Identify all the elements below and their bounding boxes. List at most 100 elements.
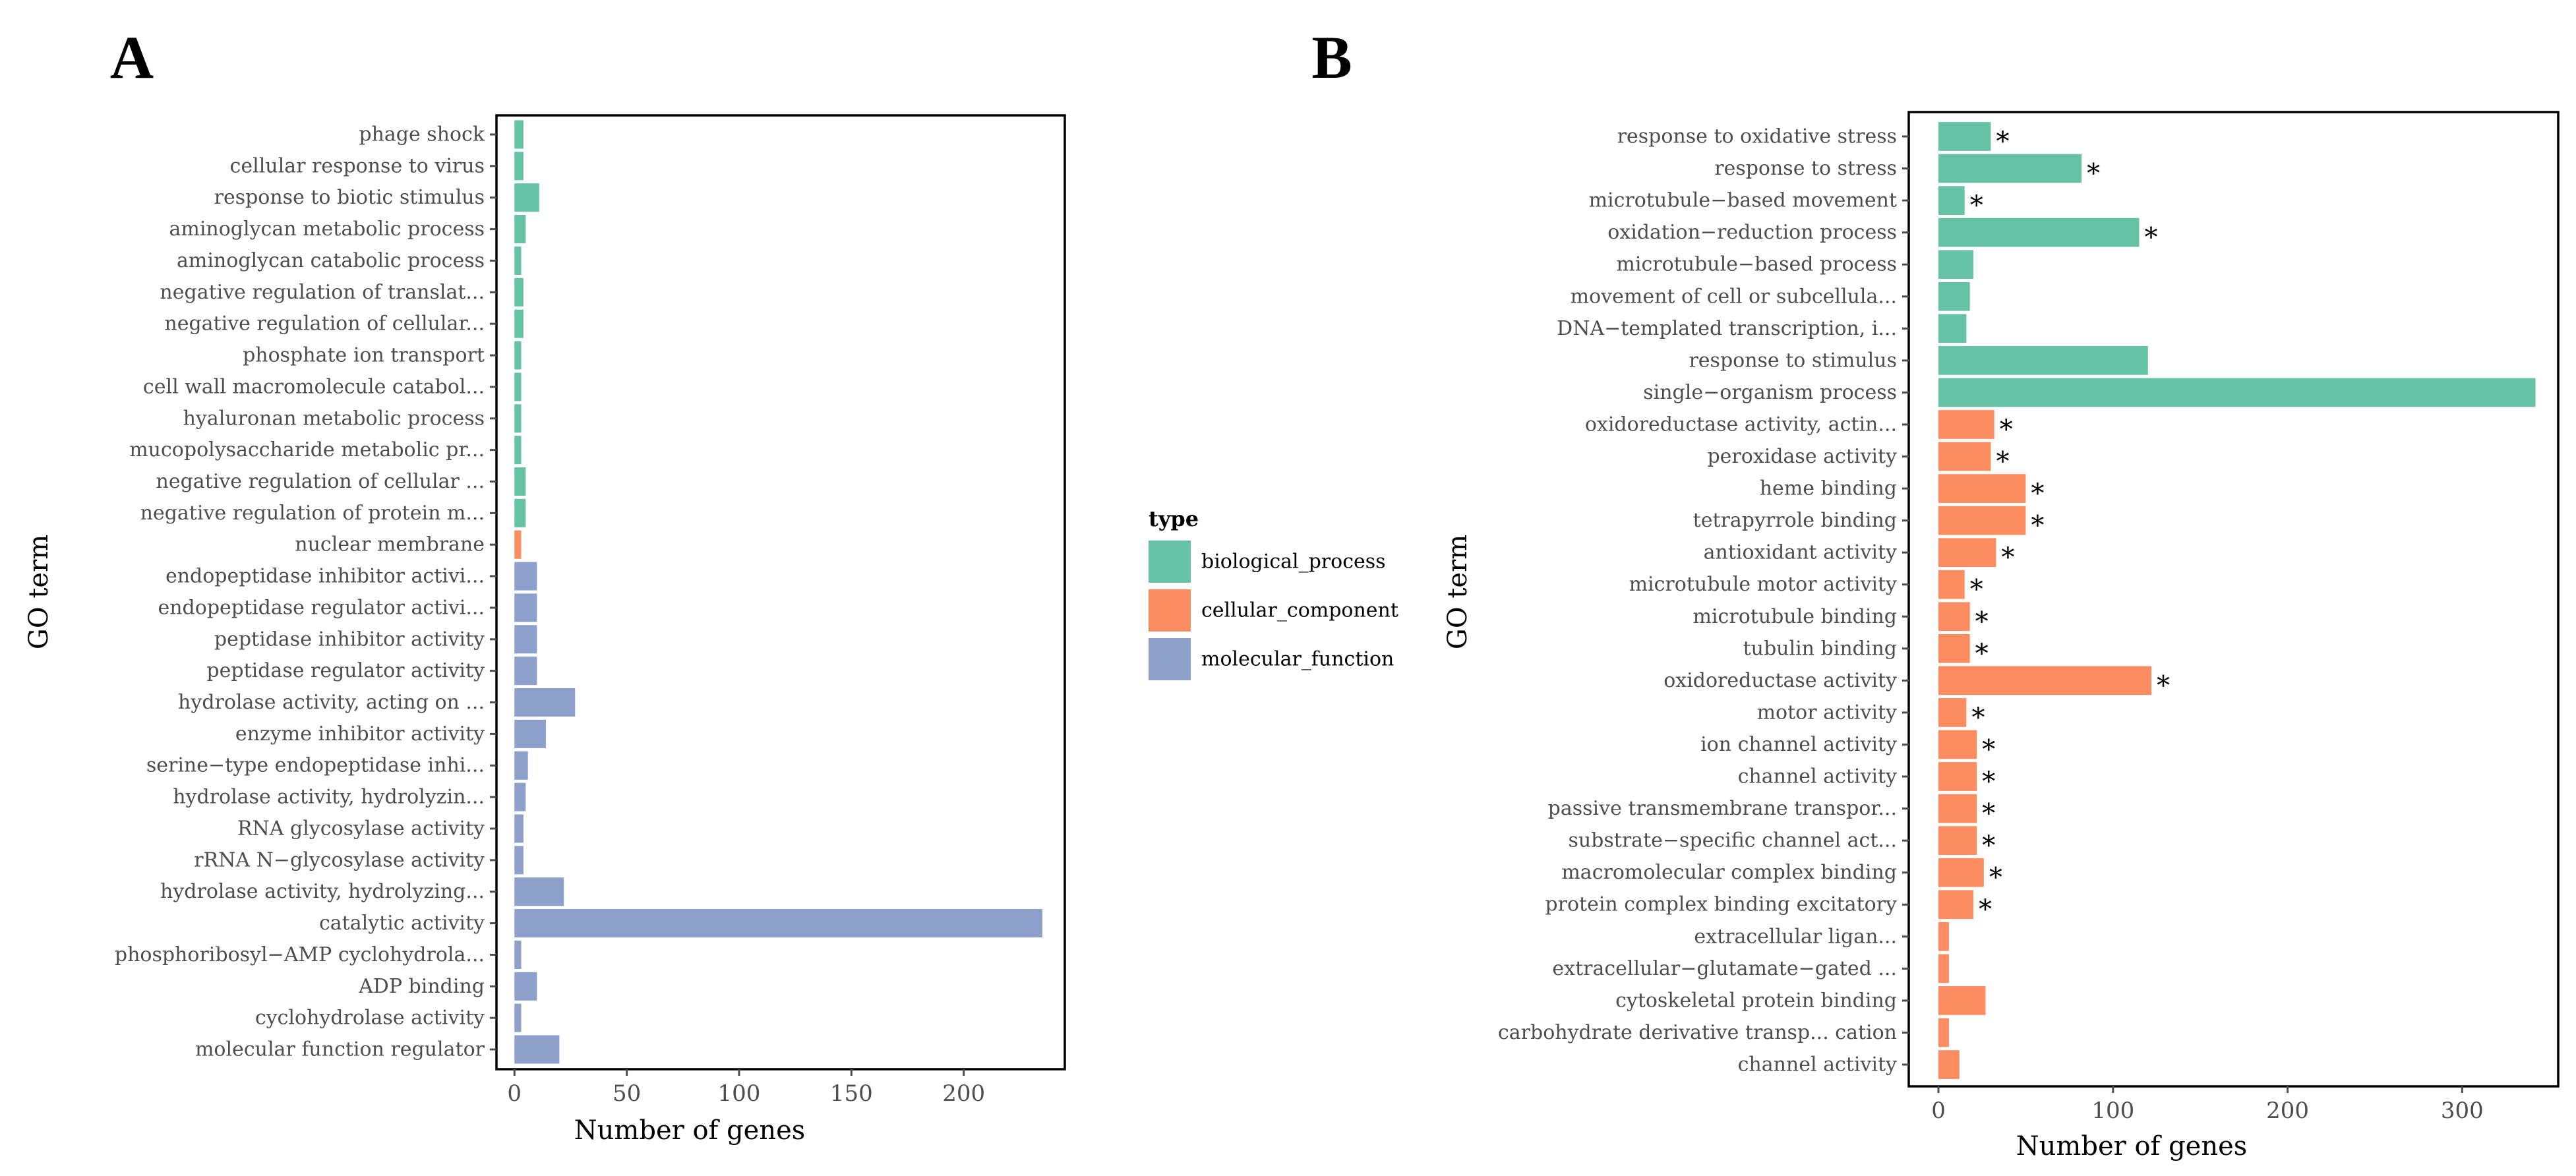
panel-b-bars bbox=[1938, 122, 2536, 1079]
b-bar-20 bbox=[1938, 730, 1977, 759]
b-bar-26 bbox=[1938, 922, 1949, 951]
panel-b-chart: ******************** response to oxidati… bbox=[1443, 111, 2560, 1161]
a-category-label-16: endopeptidase regulator activi... bbox=[158, 596, 485, 619]
b-star-10: * bbox=[2000, 415, 2013, 445]
legend-swatch-biological-process bbox=[1149, 541, 1191, 583]
a-x-tick-label-1: 0 bbox=[507, 1080, 522, 1107]
b-category-label-20: ion channel activity bbox=[1700, 733, 1897, 756]
b-category-label-26: extracellular ligan... bbox=[1694, 925, 1897, 948]
b-bar-8 bbox=[1938, 346, 2148, 375]
panel-b-y-axis-title: GO term bbox=[1443, 535, 1473, 649]
a-category-label-11: mucopolysaccharide metabolic pr... bbox=[129, 438, 485, 461]
b-category-label-16: microtubule binding bbox=[1693, 605, 1897, 628]
b-x-tick-label-3: 200 bbox=[2266, 1098, 2309, 1124]
a-bar-2 bbox=[514, 152, 524, 181]
panel-b-letter: B bbox=[1311, 24, 1352, 91]
a-x-tick-label-3: 100 bbox=[718, 1080, 761, 1107]
a-bar-1 bbox=[514, 120, 524, 149]
a-category-label-1: phage shock bbox=[359, 123, 485, 146]
b-category-label-29: carbohydrate derivative transp... cation bbox=[1498, 1021, 1897, 1044]
b-bar-22 bbox=[1938, 794, 1977, 823]
a-category-label-22: hydrolase activity, hydrolyzin... bbox=[173, 786, 485, 809]
a-bar-11 bbox=[514, 436, 522, 465]
b-star-13: * bbox=[2031, 511, 2044, 541]
b-bar-30 bbox=[1938, 1050, 1960, 1079]
a-bar-19 bbox=[514, 688, 576, 717]
a-category-label-25: hydrolase activity, hydrolyzing... bbox=[160, 880, 485, 903]
legend-swatch-cellular-component bbox=[1149, 589, 1191, 632]
b-star-1: * bbox=[1996, 127, 2009, 157]
b-bar-19 bbox=[1938, 698, 1967, 727]
b-category-label-25: protein complex binding excitatory bbox=[1545, 893, 1897, 916]
a-category-label-5: aminoglycan catabolic process bbox=[177, 249, 485, 272]
b-bar-21 bbox=[1938, 762, 1977, 791]
b-star-18: * bbox=[2157, 670, 2170, 701]
a-category-label-30: molecular function regulator bbox=[195, 1038, 485, 1061]
b-bar-24 bbox=[1938, 858, 1984, 887]
b-category-label-5: microtubule−based process bbox=[1616, 253, 1897, 276]
b-star-21: * bbox=[1982, 767, 1995, 797]
b-category-label-18: oxidoreductase activity bbox=[1663, 669, 1897, 692]
b-star-23: * bbox=[1982, 831, 1995, 861]
a-category-label-26: catalytic activity bbox=[319, 912, 485, 935]
b-bar-11 bbox=[1938, 442, 1991, 471]
panel-a-chart: phage shock cellular response to virus res… bbox=[24, 114, 1066, 1146]
b-bar-23 bbox=[1938, 826, 1977, 855]
panel-b-x-ticks: 0 100 200 300 bbox=[1931, 1086, 2484, 1124]
b-star-22: * bbox=[1982, 799, 1995, 829]
a-bar-16 bbox=[514, 593, 537, 622]
a-x-tick-label-5: 200 bbox=[942, 1080, 985, 1107]
b-category-label-7: DNA−templated transcription, i... bbox=[1557, 317, 1897, 340]
a-category-label-9: cell wall macromolecule catabol... bbox=[143, 375, 485, 398]
a-category-label-14: nuclear membrane bbox=[295, 533, 485, 556]
a-bar-28 bbox=[514, 972, 537, 1001]
a-bar-23 bbox=[514, 814, 524, 843]
b-category-label-30: channel activity bbox=[1738, 1053, 1897, 1076]
panel-a-bars bbox=[514, 120, 1042, 1064]
panel-b-category-labels: response to oxidative stress response to … bbox=[1498, 125, 1909, 1076]
b-x-tick-label-1: 0 bbox=[1931, 1098, 1946, 1124]
a-bar-3 bbox=[514, 183, 539, 212]
b-category-label-15: microtubule motor activity bbox=[1629, 573, 1897, 596]
legend-items: biological_process cellular_componentmole… bbox=[1149, 541, 1398, 680]
a-category-label-24: rRNA N−glycosylase activity bbox=[194, 848, 485, 871]
b-star-15: * bbox=[1970, 575, 1983, 605]
panel-a-y-axis-title: GO term bbox=[24, 535, 54, 649]
a-category-label-13: negative regulation of protein m... bbox=[140, 502, 485, 525]
a-bar-25 bbox=[514, 877, 564, 906]
b-star-4: * bbox=[2145, 223, 2158, 253]
a-bar-10 bbox=[514, 404, 522, 433]
panel-a-letter: A bbox=[110, 24, 154, 91]
a-bar-21 bbox=[514, 751, 528, 780]
b-bar-14 bbox=[1938, 538, 1996, 568]
a-x-tick-label-4: 150 bbox=[830, 1080, 873, 1107]
panel-a-x-axis-title: Number of genes bbox=[574, 1115, 806, 1146]
b-category-label-2: response to stress bbox=[1714, 157, 1897, 180]
b-category-label-3: microtubule−based movement bbox=[1589, 189, 1897, 212]
b-category-label-28: cytoskeletal protein binding bbox=[1615, 989, 1897, 1012]
b-bar-17 bbox=[1938, 633, 1970, 663]
a-bar-17 bbox=[514, 625, 537, 654]
b-star-25: * bbox=[1979, 895, 1992, 925]
b-category-label-13: tetrapyrrole binding bbox=[1693, 509, 1897, 532]
b-bar-13 bbox=[1938, 506, 2026, 535]
b-category-label-21: channel activity bbox=[1738, 765, 1897, 788]
b-bar-12 bbox=[1938, 474, 2026, 503]
b-bar-16 bbox=[1938, 602, 1970, 632]
a-bar-14 bbox=[514, 530, 522, 559]
b-category-label-6: movement of cell or subcellula... bbox=[1571, 285, 1897, 308]
b-star-12: * bbox=[2031, 479, 2044, 509]
a-category-label-8: phosphate ion transport bbox=[243, 344, 485, 367]
b-bar-5 bbox=[1938, 250, 1973, 279]
legend-label-cellular-component: cellular_component bbox=[1201, 599, 1398, 622]
a-bar-12 bbox=[514, 467, 526, 496]
b-bar-27 bbox=[1938, 954, 1949, 984]
a-bar-22 bbox=[514, 782, 526, 811]
b-bar-9 bbox=[1938, 378, 2536, 407]
a-category-label-3: response to biotic stimulus bbox=[214, 186, 485, 209]
legend: type biological_process cellular_componen… bbox=[1149, 506, 1398, 680]
a-category-label-28: ADP binding bbox=[358, 975, 485, 998]
legend-label-molecular-function: molecular_function bbox=[1201, 648, 1394, 671]
b-star-11: * bbox=[1996, 447, 2009, 477]
